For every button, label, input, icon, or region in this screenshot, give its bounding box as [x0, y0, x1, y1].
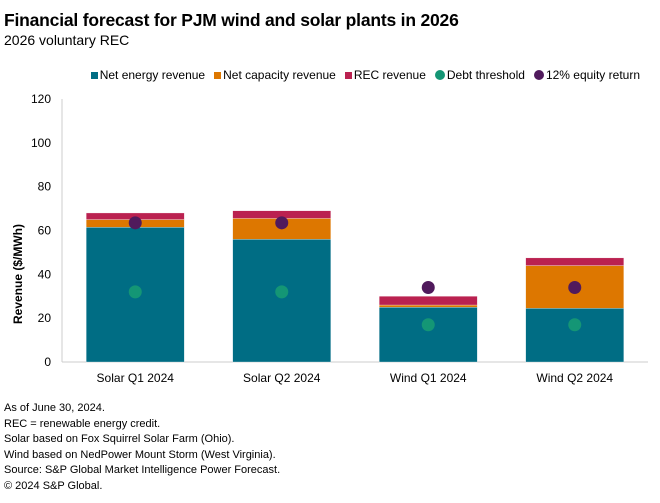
point-debt-threshold — [275, 285, 289, 299]
chart-notes: As of June 30, 2024. REC = renewable ene… — [4, 401, 280, 495]
x-tick-label: Solar Q1 2024 — [97, 371, 175, 385]
point-debt-threshold — [421, 318, 435, 332]
note-wind-basis: Wind based on NedPower Mount Storm (West… — [4, 448, 276, 461]
y-tick-label: 120 — [31, 92, 51, 106]
legend-swatch-debt-threshold — [434, 70, 445, 80]
legend-label: 12% equity return — [545, 68, 640, 82]
bar-segment-net-energy-revenue — [525, 308, 624, 363]
legend-swatch-net-capacity — [214, 71, 222, 79]
bar-segment-rec-revenue — [525, 257, 624, 266]
legend-swatch-rec — [344, 71, 352, 79]
point-12-equity-return — [275, 216, 289, 230]
y-tick-label: 20 — [38, 311, 52, 325]
legend-label: Net energy revenue — [99, 68, 206, 82]
point-12-equity-return — [421, 280, 435, 294]
y-tick-label: 60 — [38, 224, 52, 238]
bar-segment-net-energy-revenue — [232, 239, 331, 363]
legend-swatch-equity-return — [533, 70, 544, 80]
y-tick-label: 0 — [44, 355, 51, 369]
note-solar-basis: Solar based on Fox Squirrel Solar Farm (… — [4, 433, 235, 446]
y-tick-label: 100 — [31, 136, 51, 150]
note-rec-definition: REC = renewable energy credit. — [4, 417, 161, 430]
chart-plot: Revenue ($/MWh) 0 20 40 60 80 100 120 Solar Q1… — [11, 92, 648, 385]
x-tick-label: Solar Q2 2024 — [243, 371, 321, 385]
legend-item-debt-threshold: Debt threshold — [434, 68, 525, 82]
x-tick-label: Wind Q1 2024 — [390, 371, 467, 385]
y-tick-label: 40 — [38, 267, 52, 281]
note-date: As of June 30, 2024. — [4, 402, 105, 414]
y-axis-label: Revenue ($/MWh) — [11, 224, 25, 324]
legend-label: Debt threshold — [446, 68, 525, 82]
point-12-equity-return — [128, 216, 142, 230]
legend-label: Net capacity revenue — [223, 68, 336, 82]
chart-subtitle: 2026 voluntary REC — [4, 32, 130, 48]
x-tick-label: Wind Q2 2024 — [536, 371, 613, 385]
point-debt-threshold — [128, 285, 142, 299]
point-debt-threshold — [568, 318, 582, 332]
legend-item-equity-return: 12% equity return — [533, 68, 640, 82]
legend: Net energy revenue Net capacity revenue … — [0, 68, 640, 82]
note-copyright: © 2024 S&P Global. — [4, 479, 103, 492]
point-12-equity-return — [568, 280, 582, 294]
chart-title: Financial forecast for PJM wind and sola… — [4, 10, 459, 30]
bar-segment-net-capacity-revenue — [379, 304, 478, 308]
legend-item-net-capacity: Net capacity revenue — [214, 68, 336, 82]
legend-label: REC revenue — [353, 68, 426, 82]
bar-segment-net-energy-revenue — [379, 307, 478, 363]
legend-item-rec: REC revenue — [344, 68, 426, 82]
legend-item-net-energy: Net energy revenue — [90, 68, 206, 82]
bar-segment-rec-revenue — [379, 296, 478, 306]
note-source: Source: S&P Global Market Intelligence P… — [4, 464, 281, 477]
legend-swatch-net-energy — [90, 71, 98, 79]
y-tick-label: 80 — [38, 180, 52, 194]
